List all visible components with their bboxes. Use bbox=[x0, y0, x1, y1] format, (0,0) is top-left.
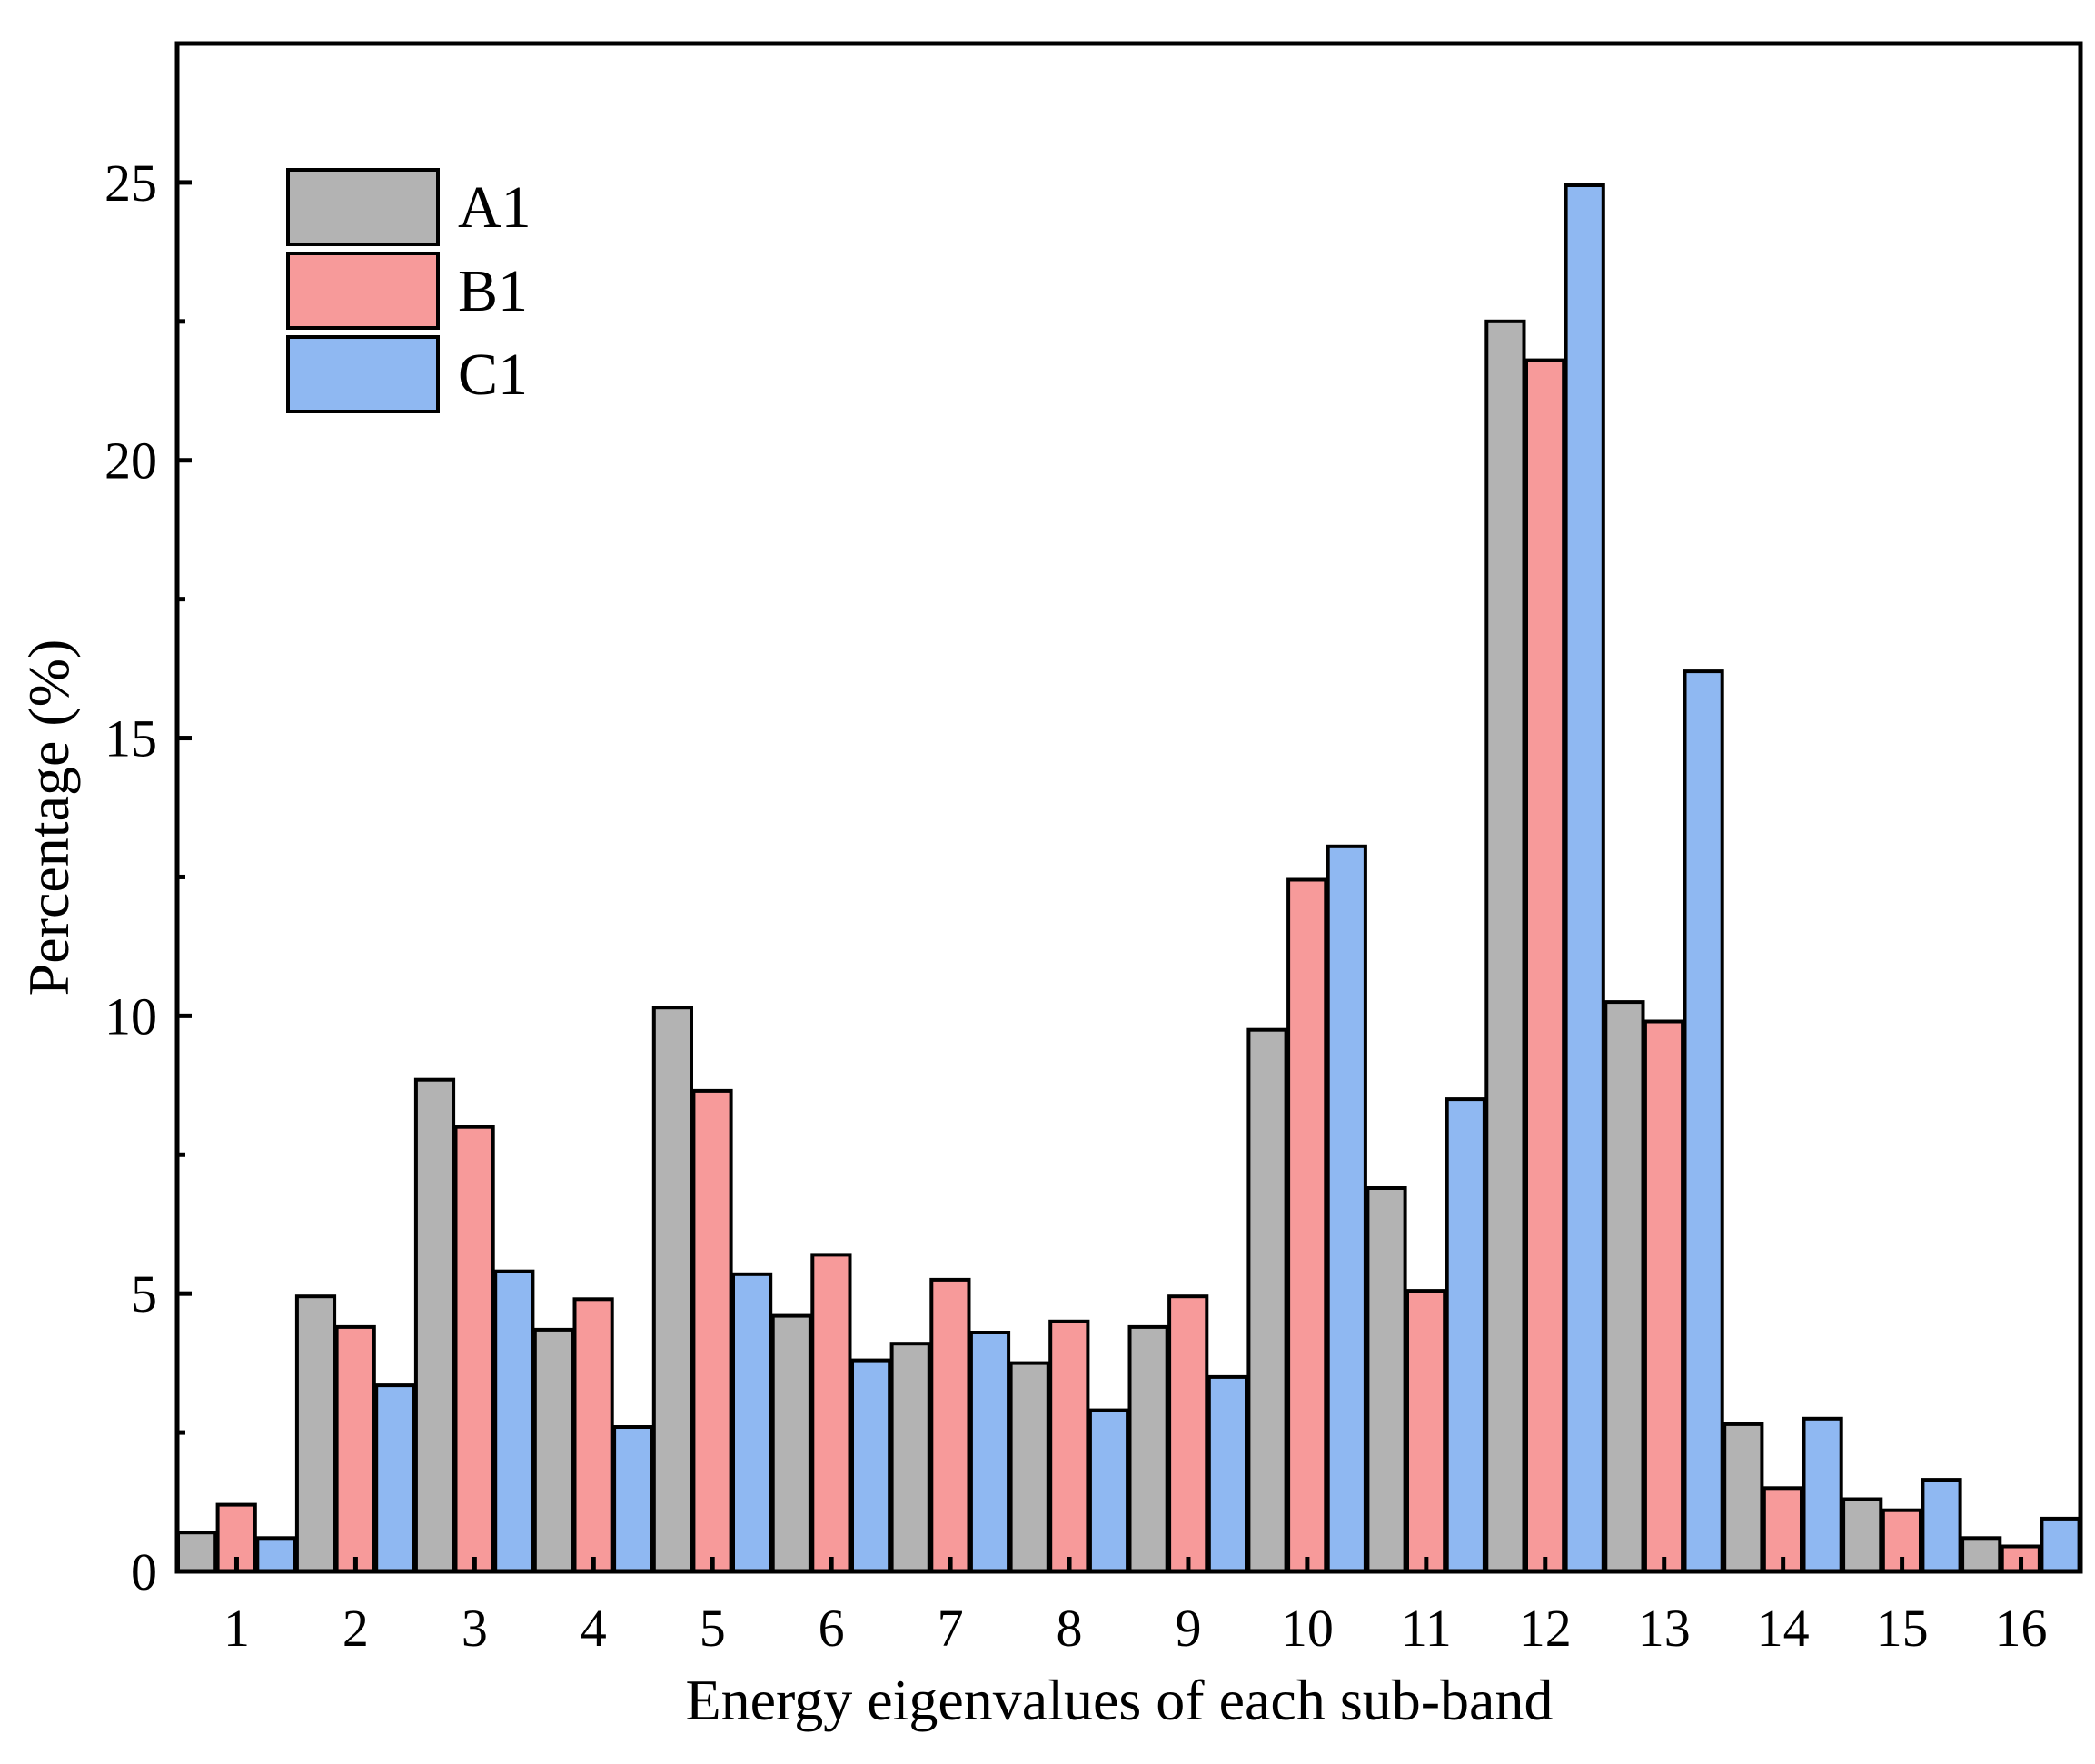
bar-B1-10 bbox=[1286, 877, 1328, 1573]
bar-B1-3 bbox=[453, 1125, 495, 1573]
bar-C1-10 bbox=[1326, 844, 1367, 1573]
legend-swatch-A1 bbox=[286, 168, 440, 246]
x-tick-label-8: 8 bbox=[1057, 1599, 1083, 1658]
y-tick-label-5: 5 bbox=[131, 1264, 157, 1323]
legend: A1 B1 C1 bbox=[286, 168, 531, 413]
bar-A1-16 bbox=[1961, 1536, 2002, 1574]
bar-A1-11 bbox=[1365, 1186, 1407, 1573]
x-tick-label-9: 9 bbox=[1175, 1599, 1201, 1658]
legend-swatch-C1 bbox=[286, 335, 440, 413]
bar-A1-13 bbox=[1604, 1000, 1645, 1573]
legend-swatch-B1 bbox=[286, 252, 440, 330]
x-tick-label-4: 4 bbox=[581, 1599, 607, 1658]
legend-label-C1: C1 bbox=[458, 342, 528, 408]
bar-B1-11 bbox=[1405, 1289, 1447, 1573]
bar-A1-2 bbox=[294, 1294, 337, 1573]
x-tick-label-16: 16 bbox=[1995, 1599, 2048, 1658]
bar-A1-12 bbox=[1484, 319, 1526, 1573]
bar-C1-1 bbox=[255, 1536, 297, 1574]
bar-A1-1 bbox=[176, 1531, 218, 1573]
legend-label-A1: A1 bbox=[458, 174, 531, 241]
x-tick-label-10: 10 bbox=[1281, 1599, 1334, 1658]
bar-C1-2 bbox=[374, 1383, 416, 1573]
plot-area bbox=[176, 183, 2081, 1574]
bar-B1-8 bbox=[1048, 1319, 1090, 1574]
x-tick-label-7: 7 bbox=[938, 1599, 964, 1658]
y-tick-label-20: 20 bbox=[104, 431, 157, 491]
bar-B1-7 bbox=[929, 1277, 971, 1574]
bar-C1-15 bbox=[1921, 1478, 1962, 1573]
bar-B1-12 bbox=[1524, 358, 1566, 1574]
bar-A1-7 bbox=[889, 1342, 931, 1573]
x-tick-label-5: 5 bbox=[700, 1599, 726, 1658]
bar-C1-3 bbox=[493, 1269, 535, 1573]
bar-C1-14 bbox=[1802, 1416, 1843, 1574]
x-tick-label-2: 2 bbox=[343, 1599, 369, 1658]
bar-B1-13 bbox=[1643, 1019, 1685, 1573]
legend-label-B1: B1 bbox=[458, 258, 528, 324]
bar-B1-6 bbox=[810, 1253, 852, 1574]
bar-B1-5 bbox=[691, 1088, 733, 1573]
bar-C1-13 bbox=[1683, 669, 1724, 1573]
x-tick-label-11: 11 bbox=[1401, 1599, 1452, 1658]
bar-B1-2 bbox=[334, 1324, 376, 1574]
x-tick-label-13: 13 bbox=[1638, 1599, 1691, 1658]
bar-A1-5 bbox=[651, 1006, 693, 1573]
y-tick-label-25: 25 bbox=[104, 154, 157, 213]
x-tick-label-14: 14 bbox=[1757, 1599, 1810, 1658]
bar-B1-9 bbox=[1167, 1294, 1209, 1573]
bar-C1-6 bbox=[850, 1358, 892, 1573]
x-tick-label-12: 12 bbox=[1519, 1599, 1572, 1658]
bar-A1-10 bbox=[1246, 1027, 1288, 1573]
y-tick-label-10: 10 bbox=[104, 986, 157, 1046]
bar-A1-4 bbox=[532, 1327, 574, 1574]
bar-C1-11 bbox=[1445, 1097, 1486, 1573]
x-axis-label: Energy eigenvalues of each sub-band bbox=[686, 1668, 1554, 1732]
x-tick-label-15: 15 bbox=[1876, 1599, 1929, 1658]
bar-C1-9 bbox=[1206, 1374, 1249, 1574]
bar-C1-7 bbox=[968, 1331, 1011, 1573]
bar-C1-4 bbox=[612, 1425, 654, 1573]
y-axis-label: Percentage (%) bbox=[16, 639, 81, 996]
x-tick-label-1: 1 bbox=[223, 1599, 250, 1658]
bar-B1-4 bbox=[572, 1297, 614, 1574]
bar-A1-8 bbox=[1008, 1361, 1050, 1573]
bar-C1-8 bbox=[1087, 1408, 1130, 1573]
y-tick-label-0: 0 bbox=[131, 1542, 157, 1601]
bar-A1-3 bbox=[413, 1077, 456, 1573]
bar-A1-14 bbox=[1723, 1422, 1764, 1574]
bar-C1-16 bbox=[2040, 1516, 2081, 1574]
bar-C1-5 bbox=[731, 1272, 773, 1574]
bar-C1-12 bbox=[1564, 183, 1605, 1573]
y-tick-label-15: 15 bbox=[104, 709, 157, 768]
x-tick-label-6: 6 bbox=[819, 1599, 845, 1658]
x-tick-label-3: 3 bbox=[462, 1599, 488, 1658]
bar-A1-6 bbox=[770, 1313, 812, 1573]
bar-A1-15 bbox=[1842, 1497, 1883, 1573]
bar-A1-9 bbox=[1127, 1324, 1169, 1574]
